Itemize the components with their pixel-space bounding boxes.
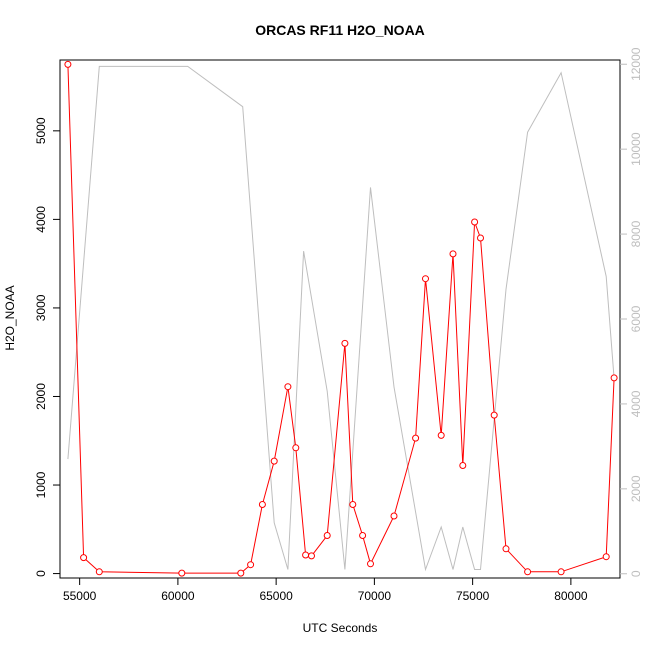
data-point: [412, 434, 420, 442]
data-point: [80, 554, 88, 562]
y2-tick-label: 0: [629, 570, 643, 577]
plot-frame: [59, 59, 621, 579]
data-point: [471, 218, 479, 226]
data-point: [349, 501, 357, 508]
data-point: [284, 383, 292, 391]
data-point: [367, 560, 374, 568]
plot-area: 55000 60000 65000 70000 75000 800000100020003…: [34, 47, 643, 603]
chart-title: ORCAS RF11 H2O_NOAA: [255, 22, 425, 38]
data-point: [524, 568, 532, 576]
y2-tick-label: 6000: [629, 305, 643, 332]
y2-tick-label: 4000: [629, 390, 643, 417]
x-tick-label: 80000: [554, 589, 588, 603]
data-point: [292, 444, 300, 452]
x-axis-label: UTC Seconds: [303, 621, 378, 635]
series-line-primary: [67, 64, 615, 574]
data-point: [341, 339, 349, 347]
data-point: [459, 462, 467, 469]
x-tick-label: 65000: [259, 589, 293, 603]
data-point: [308, 552, 315, 560]
data-point: [490, 411, 498, 419]
data-point: [449, 250, 457, 258]
y-tick-label: 2000: [34, 383, 48, 410]
x-tick-label: 70000: [358, 589, 392, 603]
y2-tick-label: 8000: [629, 220, 643, 247]
y-tick-label: 0: [34, 570, 48, 577]
data-point: [64, 60, 72, 68]
data-point: [323, 532, 331, 539]
x-tick-label: 75000: [456, 589, 490, 603]
data-point: [422, 275, 429, 283]
data-point: [359, 532, 367, 539]
y-tick-label: 1000: [34, 471, 48, 498]
y-tick-label: 4000: [34, 206, 48, 233]
data-point: [95, 568, 103, 576]
data-point: [258, 501, 266, 508]
data-point: [178, 569, 186, 577]
series-line-secondary: [67, 65, 615, 572]
y-tick-label: 3000: [34, 294, 48, 321]
x-tick-label: 60000: [161, 589, 195, 603]
y2-tick-label: 2000: [629, 475, 643, 502]
data-point: [302, 551, 310, 559]
y2-tick-label: 10000: [629, 132, 643, 166]
data-point: [502, 545, 510, 553]
data-point: [437, 431, 445, 439]
data-point: [602, 553, 610, 561]
y2-tick-label: 12000: [629, 47, 643, 81]
data-point: [247, 561, 255, 569]
x-tick-label: 55000: [63, 589, 97, 603]
data-point: [390, 512, 398, 520]
data-point: [270, 457, 278, 465]
data-point: [610, 374, 618, 382]
data-point: [237, 569, 245, 577]
y-tick-label: 5000: [34, 117, 48, 144]
y-axis-label: H2O_NOAA: [3, 285, 17, 350]
data-point: [477, 234, 484, 242]
data-point: [557, 568, 565, 576]
